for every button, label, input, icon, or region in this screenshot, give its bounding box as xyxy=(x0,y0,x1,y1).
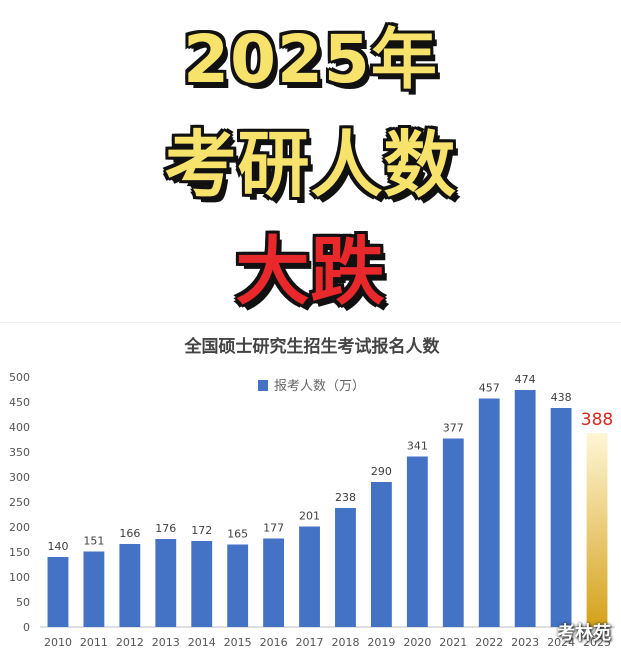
y-tick-label: 450 xyxy=(9,396,30,409)
y-tick-label: 250 xyxy=(9,496,30,509)
y-tick-label: 100 xyxy=(9,571,30,584)
data-label: 238 xyxy=(335,491,356,504)
bar xyxy=(370,482,392,627)
headline-drop: 大跌 xyxy=(235,229,386,315)
bar xyxy=(550,408,572,627)
legend-swatch xyxy=(258,380,268,391)
bar xyxy=(442,438,464,627)
chart-title: 全国硕士研究生招生考试报名人数 xyxy=(184,336,441,357)
data-label: 377 xyxy=(443,422,464,435)
y-tick-label: 150 xyxy=(9,546,30,559)
x-tick-label: 2023 xyxy=(511,636,539,649)
data-label: 140 xyxy=(47,540,68,553)
bar xyxy=(191,541,213,627)
data-label: 290 xyxy=(371,465,392,478)
headline-subject: 考研人数 xyxy=(164,123,457,207)
y-tick-label: 0 xyxy=(23,621,30,634)
bar xyxy=(406,456,428,627)
data-label-layer: 140 151 166 176 172 165 177 201 238 290 341 377 457 4… xyxy=(47,373,613,553)
x-tick-label: 2016 xyxy=(260,636,288,649)
x-tick-label: 2021 xyxy=(439,636,467,649)
y-tick-label: 350 xyxy=(9,446,30,459)
chart-legend: 报考人数（万） xyxy=(258,379,365,394)
x-tick-label: 2015 xyxy=(224,636,252,649)
x-tick-label: 2010 xyxy=(44,636,72,649)
data-label: 172 xyxy=(191,524,212,537)
data-label: 438 xyxy=(551,391,572,404)
bar xyxy=(263,538,285,627)
data-label: 151 xyxy=(83,535,104,548)
data-label-highlight: 388 xyxy=(581,410,613,430)
x-tick-label: 2012 xyxy=(116,636,144,649)
y-tick-label: 300 xyxy=(9,471,30,484)
x-tick-label: 2013 xyxy=(152,636,180,649)
data-label: 177 xyxy=(263,522,284,535)
bar xyxy=(299,526,320,627)
data-label: 166 xyxy=(119,527,140,540)
bar xyxy=(478,398,500,627)
x-tick-label: 2025 xyxy=(583,636,611,649)
y-tick-label: 50 xyxy=(16,596,30,609)
data-label: 341 xyxy=(407,440,428,453)
data-label: 474 xyxy=(515,373,536,386)
headline-year: 2025年 xyxy=(183,21,438,98)
watermark: 考林苑 xyxy=(557,623,611,644)
y-tick-label: 200 xyxy=(9,521,30,534)
axis-layer: 0 50 100 150 200 250 300 350 400 450 500 2010 2011 20… xyxy=(9,371,615,649)
bar-chart: 全国硕士研究生招生考试报名人数 报考人数（万） 0 50 100 150 200 250 3… xyxy=(0,322,621,654)
x-tick-label: 2018 xyxy=(331,636,359,649)
x-tick-label: 2024 xyxy=(547,636,575,649)
bar xyxy=(47,557,69,627)
y-tick-label: 500 xyxy=(9,371,30,384)
x-tick-label: 2022 xyxy=(475,636,503,649)
x-tick-label: 2019 xyxy=(367,636,395,649)
x-tick-label: 2017 xyxy=(296,636,324,649)
chart-svg: 全国硕士研究生招生考试报名人数 报考人数（万） 0 50 100 150 200 250 3… xyxy=(9,336,615,649)
bar xyxy=(119,544,141,627)
data-label: 201 xyxy=(299,510,320,523)
bar xyxy=(335,508,356,627)
bar xyxy=(155,539,177,627)
x-tick-label: 2011 xyxy=(80,636,108,649)
data-label: 165 xyxy=(227,528,248,541)
data-label: 457 xyxy=(479,382,500,395)
x-tick-label: 2014 xyxy=(188,636,216,649)
data-label: 176 xyxy=(155,522,176,535)
legend-label: 报考人数（万） xyxy=(274,379,365,394)
bar xyxy=(83,551,105,627)
bar xyxy=(227,544,249,627)
bar-highlight xyxy=(586,433,608,627)
x-tick-label: 2020 xyxy=(403,636,431,649)
y-tick-label: 400 xyxy=(9,421,30,434)
bar-layer xyxy=(47,390,608,627)
bar xyxy=(514,390,536,627)
